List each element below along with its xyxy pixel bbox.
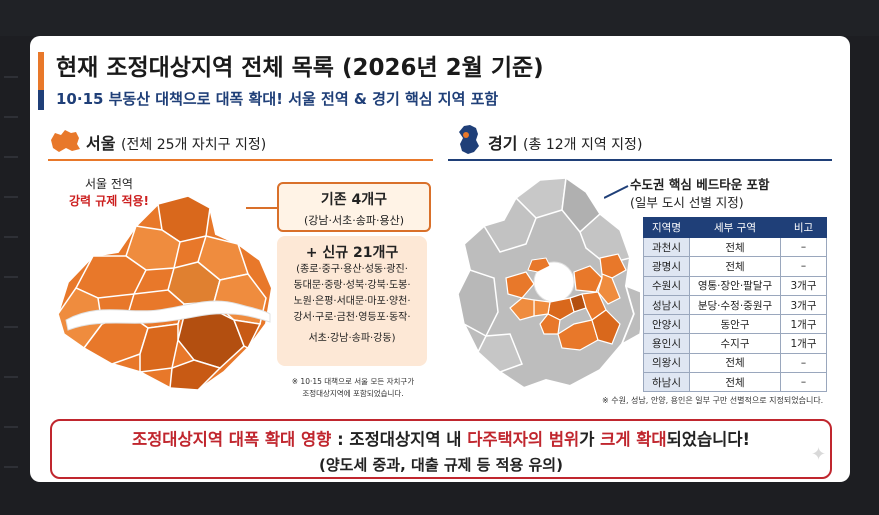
impact-text: 가: [579, 430, 601, 449]
table-cell: 전체: [689, 236, 781, 258]
table-cell: 전체: [689, 256, 781, 277]
existing-districts-title: 기존 4개구: [320, 192, 388, 208]
table-cell: 안양시: [643, 314, 690, 335]
impact-highlight: 다주택자의 범위: [467, 430, 580, 449]
table-cell: 영통·장안·팔달구: [689, 275, 781, 296]
gyeonggi-divider: [448, 159, 832, 161]
seoul-divider: [48, 159, 433, 161]
new-districts-line: 동대문·중랑·성북·강북·도봉·: [293, 280, 411, 291]
impact-text: 되었습니다!: [666, 430, 751, 449]
table-header-cell: 지역명: [643, 217, 690, 238]
background-window-bar: [0, 0, 879, 36]
gyeonggi-heading: 경기 (총 12개 지역 지정): [488, 130, 642, 154]
table-row: 하남시 전체 –: [643, 372, 827, 393]
table-header-row: 지역명 세부 구역 비고: [643, 217, 827, 238]
seoul-map-icon: [51, 130, 80, 152]
page-title: 현재 조정대상지역 전체 목록 (2026년 2월 기준): [56, 55, 544, 81]
korea-map-icon: [459, 125, 479, 154]
gyeonggi-footnote: ※ 수원, 성남, 안양, 용인은 일부 구만 선별적으로 지정되었습니다.: [602, 396, 824, 405]
gyeonggi-heading-note: (총 12개 지역 지정): [523, 137, 643, 153]
seoul-footnote-line2: 조정대상지역에 포함되었습니다.: [302, 389, 404, 398]
table-cell: 용인시: [643, 333, 690, 354]
impact-callout-line2: (양도세 중과, 대출 규제 등 적용 유의): [319, 456, 563, 474]
table-cell: 과천시: [643, 236, 690, 258]
table-cell: –: [780, 256, 827, 277]
impact-highlight: 크게 확대: [600, 430, 667, 449]
gyeonggi-note-line1: 수도권 핵심 베드타운 포함: [630, 177, 770, 192]
seoul-footnote-line1: ※ 10·15 대책으로 서울 모든 자치구가: [291, 377, 415, 386]
seoul-district-map: [56, 194, 274, 392]
seoul-heading-note: (전체 25개 자치구 지정): [121, 137, 267, 153]
table-cell: 하남시: [643, 372, 690, 393]
table-row: 용인시 수지구 1개구: [643, 333, 827, 354]
table-row: 안양시 동안구 1개구: [643, 314, 827, 335]
table-header-cell: 비고: [780, 217, 827, 238]
impact-callout-box: 조정대상지역 대폭 확대 영향 : 조정대상지역 내 다주택자의 범위가 크게 …: [50, 419, 832, 479]
new-districts-line: (종로·중구·용산·성동·광진·: [296, 264, 408, 275]
connector-line-existing: [246, 207, 277, 209]
background-sidebar: [0, 36, 30, 476]
table-cell: 의왕시: [643, 352, 690, 374]
gyeonggi-heading-label: 경기: [488, 134, 518, 153]
gyeonggi-note-line2: (일부 도시 선별 지정): [630, 195, 744, 210]
page-subtitle: 10·15 부동산 대책으로 대폭 확대! 서울 전역 & 경기 핵심 지역 포…: [56, 90, 499, 108]
new-districts-line: 노원·은평·서대문·마포·양천·: [293, 296, 411, 307]
table-row: 광명시 전체 –: [643, 256, 827, 277]
new-districts-line: 강서·구로·금천·영등포·동작·: [293, 312, 411, 323]
table-row: 수원시 영통·장안·팔달구 3개구: [643, 275, 827, 296]
table-cell: 3개구: [780, 294, 827, 316]
gyeonggi-region-table: 지역명 세부 구역 비고 과천시 전체 – 광명시 전체 – 수원시 영통·장안·팔달구 3…: [643, 217, 827, 393]
table-cell: –: [780, 352, 827, 374]
gyeonggi-region-map: [456, 176, 640, 390]
table-cell: 광명시: [643, 256, 690, 277]
table-cell: –: [780, 236, 827, 258]
table-cell: 동안구: [689, 314, 781, 335]
table-header-cell: 세부 구역: [689, 217, 781, 238]
existing-districts-box: 기존 4개구 (강남·서초·송파·용산): [277, 182, 431, 232]
seoul-note-line1: 서울 전역: [85, 177, 133, 191]
seoul-heading-label: 서울: [86, 134, 116, 153]
seoul-footnote: ※ 10·15 대책으로 서울 모든 자치구가 조정대상지역에 포함되었습니다.: [278, 376, 428, 400]
table-cell: 1개구: [780, 314, 827, 335]
seoul-note: 서울 전역 강력 규제 적용!: [64, 176, 154, 210]
gyeonggi-note: 수도권 핵심 베드타운 포함 (일부 도시 선별 지정): [630, 176, 770, 212]
table-cell: 수지구: [689, 333, 781, 354]
impact-heading: 조정대상지역 대폭 확대 영향: [131, 430, 332, 449]
existing-districts-list: (강남·서초·송파·용산): [303, 214, 405, 227]
table-cell: 1개구: [780, 333, 827, 354]
table-cell: 성남시: [643, 294, 690, 316]
impact-callout-line1: 조정대상지역 대폭 확대 영향 : 조정대상지역 내 다주택자의 범위가 크게 …: [52, 426, 830, 450]
title-accent-bar: [38, 52, 44, 90]
sparkle-icon: ✦: [811, 444, 827, 465]
seoul-note-line2: 강력 규제 적용!: [68, 194, 150, 208]
infographic-card: 현재 조정대상지역 전체 목록 (2026년 2월 기준) 10·15 부동산 …: [30, 36, 850, 482]
table-cell: –: [780, 372, 827, 393]
table-cell: 3개구: [780, 275, 827, 296]
table-row: 성남시 분당·수정·중원구 3개구: [643, 294, 827, 316]
impact-text: : 조정대상지역 내: [331, 430, 468, 449]
subtitle-accent-bar: [38, 90, 44, 110]
seoul-heading: 서울 (전체 25개 자치구 지정): [86, 130, 266, 154]
connector-line-gyeonggi: [604, 185, 629, 199]
table-row: 과천시 전체 –: [643, 236, 827, 258]
table-cell: 전체: [689, 352, 781, 374]
table-cell: 수원시: [643, 275, 690, 296]
new-districts-box: + 신규 21개구 (종로·중구·용산·성동·광진· 동대문·중랑·성북·강북·…: [277, 236, 427, 366]
new-districts-line: 서초·강남·송파·강동): [308, 333, 396, 344]
table-cell: 전체: [689, 372, 781, 393]
new-districts-title: + 신규 21개구: [305, 245, 399, 261]
table-row: 의왕시 전체 –: [643, 352, 827, 374]
table-cell: 분당·수정·중원구: [689, 294, 781, 316]
